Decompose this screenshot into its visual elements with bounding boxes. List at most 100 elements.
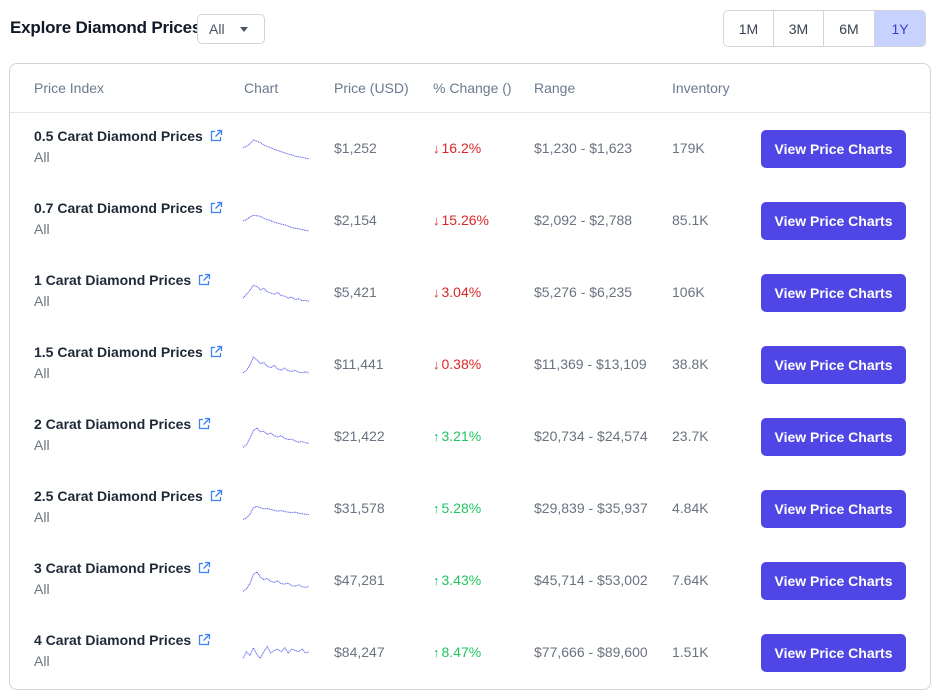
external-link-icon[interactable]	[197, 417, 211, 431]
range-value: $77,666 - $89,600	[534, 644, 648, 660]
column-header-inventory[interactable]: Inventory	[672, 80, 730, 96]
price-index-name[interactable]: 4 Carat Diamond Prices	[34, 632, 211, 648]
view-price-charts-button[interactable]: View Price Charts	[761, 418, 906, 456]
table-row: 0.7 Carat Diamond Prices All $2,154 ↓ 15.26%…	[10, 185, 930, 257]
sparkline-chart	[242, 571, 310, 592]
change-percent: 8.47%	[441, 644, 482, 660]
table-row: 2.5 Carat Diamond Prices All $31,578 ↑ 5.28%…	[10, 473, 930, 545]
arrow-up-icon: ↑	[433, 500, 440, 516]
external-link-icon[interactable]	[209, 129, 223, 143]
price-index-name-label: 3 Carat Diamond Prices	[34, 560, 192, 576]
price-value: $5,421	[334, 284, 377, 300]
table-row: 3 Carat Diamond Prices All $47,281 ↑ 3.43% $4…	[10, 545, 930, 617]
view-price-charts-button[interactable]: View Price Charts	[761, 346, 906, 384]
external-link-icon[interactable]	[197, 561, 211, 575]
price-index-name[interactable]: 0.5 Carat Diamond Prices	[34, 128, 223, 144]
change-percent: 16.2%	[441, 140, 482, 156]
view-price-charts-button[interactable]: View Price Charts	[761, 634, 906, 672]
column-header-change[interactable]: % Change ()	[433, 80, 512, 96]
external-link-icon[interactable]	[197, 633, 211, 647]
price-index-name[interactable]: 0.7 Carat Diamond Prices	[34, 200, 223, 216]
view-price-charts-button[interactable]: View Price Charts	[761, 202, 906, 240]
change-percent: 15.26%	[441, 212, 489, 228]
inventory-value: 38.8K	[672, 356, 709, 372]
column-header-price[interactable]: Price (USD)	[334, 80, 409, 96]
price-index-name-label: 1 Carat Diamond Prices	[34, 272, 192, 288]
inventory-value: 1.51K	[672, 644, 709, 660]
filter-select[interactable]: All	[197, 14, 265, 44]
price-index-name-label: 2.5 Carat Diamond Prices	[34, 488, 203, 504]
change-value: ↑ 3.21%	[433, 428, 481, 444]
sparkline-series	[242, 571, 310, 592]
sparkline-series	[242, 645, 310, 660]
column-header-range: Range	[534, 80, 576, 96]
price-value: $84,247	[334, 644, 385, 660]
change-value: ↑ 8.47%	[433, 644, 481, 660]
range-button-6m[interactable]: 6M	[824, 11, 875, 46]
range-value: $5,276 - $6,235	[534, 284, 633, 300]
range-value: $2,092 - $2,788	[534, 212, 633, 228]
sparkline-series	[242, 427, 310, 448]
external-link-icon[interactable]	[209, 345, 223, 359]
inventory-value: 7.64K	[672, 572, 709, 588]
range-button-1y[interactable]: 1Y	[875, 11, 925, 46]
price-index-name[interactable]: 3 Carat Diamond Prices	[34, 560, 211, 576]
external-link-icon[interactable]	[209, 201, 223, 215]
time-range-toggle: 1M 3M 6M 1Y	[723, 10, 926, 47]
arrow-down-icon: ↓	[433, 284, 440, 300]
view-price-charts-button[interactable]: View Price Charts	[761, 490, 906, 528]
inventory-value: 179K	[672, 140, 705, 156]
view-price-charts-button[interactable]: View Price Charts	[761, 274, 906, 312]
view-price-charts-button[interactable]: View Price Charts	[761, 562, 906, 600]
table-row: 2 Carat Diamond Prices All $21,422 ↑ 3.21% $2…	[10, 401, 930, 473]
change-percent: 3.21%	[441, 428, 482, 444]
table-row: 1 Carat Diamond Prices All $5,421 ↓ 3.04% $5,…	[10, 257, 930, 329]
price-index-name[interactable]: 1 Carat Diamond Prices	[34, 272, 211, 288]
price-index-name[interactable]: 2.5 Carat Diamond Prices	[34, 488, 223, 504]
price-index-subtitle: All	[34, 509, 50, 525]
column-header-price-index[interactable]: Price Index	[34, 80, 105, 96]
inventory-value: 106K	[672, 284, 705, 300]
sparkline-chart	[242, 284, 310, 302]
price-index-subtitle: All	[34, 581, 50, 597]
view-price-charts-button[interactable]: View Price Charts	[761, 130, 906, 168]
range-button-3m[interactable]: 3M	[774, 11, 824, 46]
change-value: ↑ 5.28%	[433, 500, 481, 516]
price-value: $47,281	[334, 572, 385, 588]
sparkline-series	[242, 284, 310, 302]
page-header: Explore Diamond Prices All 1M 3M 6M 1Y	[0, 0, 940, 60]
inventory-value: 4.84K	[672, 500, 709, 516]
change-value: ↓ 3.04%	[433, 284, 481, 300]
chevron-down-icon	[240, 27, 248, 32]
external-link-icon[interactable]	[209, 489, 223, 503]
price-index-name[interactable]: 2 Carat Diamond Prices	[34, 416, 211, 432]
price-index-name-label: 1.5 Carat Diamond Prices	[34, 344, 203, 360]
arrow-up-icon: ↑	[433, 644, 440, 660]
sparkline-series	[242, 356, 310, 374]
change-percent: 0.38%	[441, 356, 482, 372]
price-index-subtitle: All	[34, 221, 50, 237]
table-header: Price Index Chart Price (USD) % Change (…	[10, 64, 930, 113]
column-header-chart: Chart	[244, 80, 279, 96]
price-index-name-label: 2 Carat Diamond Prices	[34, 416, 192, 432]
external-link-icon[interactable]	[197, 273, 211, 287]
change-percent: 5.28%	[441, 500, 482, 516]
table-row: 0.5 Carat Diamond Prices All $1,252 ↓ 16.2% $…	[10, 113, 930, 185]
sparkline-chart	[242, 139, 310, 160]
price-index-name-label: 0.7 Carat Diamond Prices	[34, 200, 203, 216]
price-index-table: Price Index Chart Price (USD) % Change (…	[9, 63, 931, 690]
sparkline-chart	[242, 427, 310, 448]
range-value: $1,230 - $1,623	[534, 140, 633, 156]
change-value: ↓ 16.2%	[433, 140, 481, 156]
table-row: 4 Carat Diamond Prices All $84,247 ↑ 8.47% $7…	[10, 617, 930, 689]
arrow-down-icon: ↓	[433, 140, 440, 156]
inventory-value: 85.1K	[672, 212, 709, 228]
range-button-1m[interactable]: 1M	[724, 11, 774, 46]
change-percent: 3.04%	[441, 284, 482, 300]
table-row: 1.5 Carat Diamond Prices All $11,441 ↓ 0.38%…	[10, 329, 930, 401]
price-index-subtitle: All	[34, 365, 50, 381]
price-value: $21,422	[334, 428, 385, 444]
range-value: $45,714 - $53,002	[534, 572, 648, 588]
price-index-name[interactable]: 1.5 Carat Diamond Prices	[34, 344, 223, 360]
sparkline-series	[242, 214, 310, 232]
